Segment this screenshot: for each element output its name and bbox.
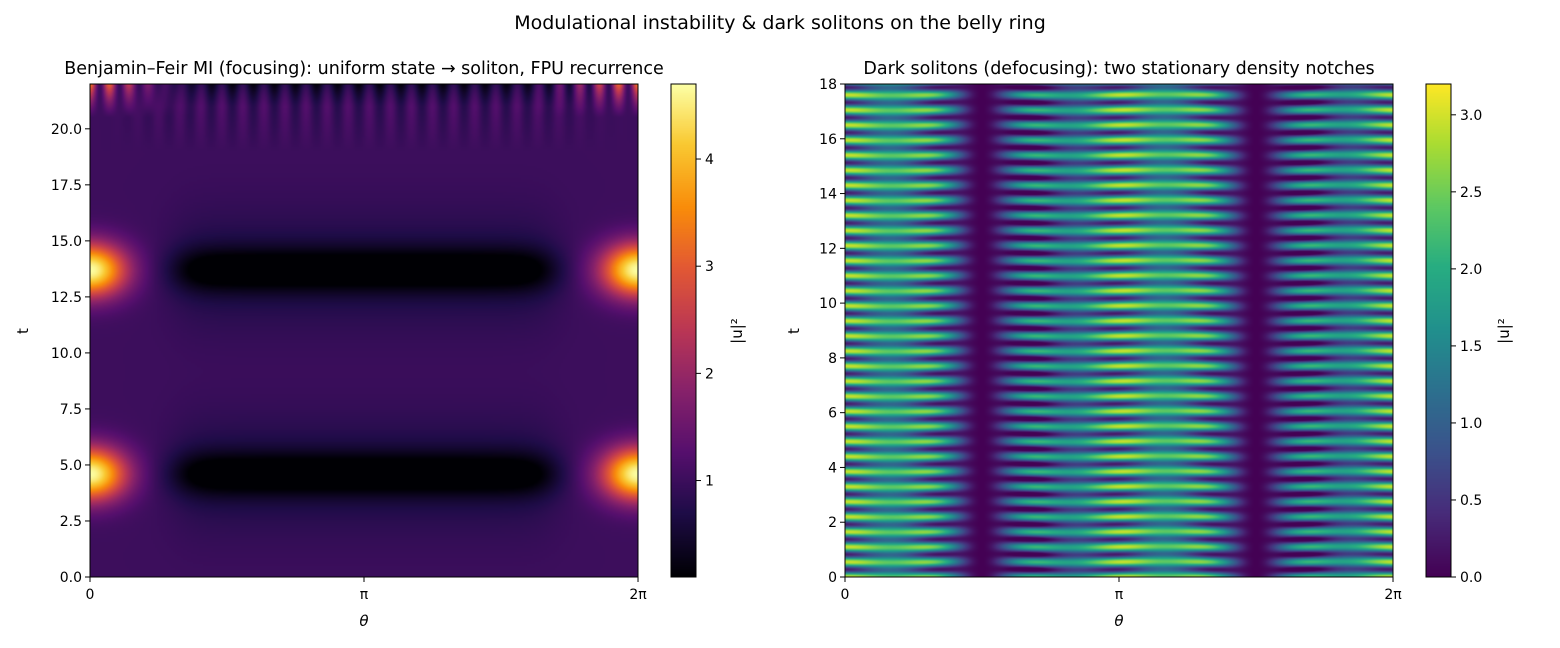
left-y-tick-label: 0.0 bbox=[60, 570, 82, 586]
right-x-tick-label: 2π bbox=[1384, 587, 1402, 603]
left-heatmap-image bbox=[90, 84, 638, 577]
left-y-tick-label: 12.5 bbox=[51, 290, 82, 306]
right-y-tick-label: 6 bbox=[828, 406, 837, 422]
left-colorbar-image bbox=[671, 84, 696, 577]
left-colorbar-tick-label: 3 bbox=[705, 259, 714, 275]
right-colorbar-tick-label: 1.5 bbox=[1460, 339, 1482, 355]
left-colorbar-tick-label: 1 bbox=[705, 474, 714, 490]
right-x-tick-label: π bbox=[1115, 587, 1124, 603]
right-colorbar-image bbox=[1426, 84, 1451, 577]
left-colorbar-tick-label: 2 bbox=[705, 366, 714, 382]
right-colorbar-label: |u|² bbox=[1495, 318, 1513, 344]
right-y-axis: 0 2 4 6 8 10 12 14 16 18 bbox=[819, 77, 845, 586]
left-colorbar-frame bbox=[670, 83, 697, 578]
left-y-tick-label: 15.0 bbox=[51, 234, 82, 250]
right-y-tick-label: 0 bbox=[828, 570, 837, 586]
right-colorbar-tick-label: 0.5 bbox=[1460, 493, 1482, 509]
right-panel-title: Dark solitons (defocusing): two stationa… bbox=[863, 59, 1374, 79]
left-y-tick-label: 7.5 bbox=[60, 402, 82, 418]
left-x-tick-label: 0 bbox=[86, 587, 95, 603]
left-y-tick-label: 17.5 bbox=[51, 178, 82, 194]
right-panel: Dark solitons (defocusing): two stationa… bbox=[785, 59, 1513, 630]
right-y-tick-label: 4 bbox=[828, 460, 837, 476]
right-colorbar-tick-label: 2.5 bbox=[1460, 185, 1482, 201]
left-panel: Benjamin–Feir MI (focusing): uniform sta… bbox=[14, 59, 746, 630]
left-y-axis-label: t bbox=[14, 328, 32, 334]
right-y-tick-label: 8 bbox=[828, 351, 837, 367]
right-y-tick-label: 18 bbox=[819, 77, 837, 93]
right-colorbar-tick-label: 2.0 bbox=[1460, 262, 1482, 278]
right-colorbar-tick-label: 1.0 bbox=[1460, 416, 1482, 432]
left-x-axis-label: θ bbox=[359, 612, 368, 630]
right-x-axis-label: θ bbox=[1114, 612, 1123, 630]
left-colorbar-label: |u|² bbox=[728, 318, 746, 344]
right-y-tick-label: 16 bbox=[819, 132, 837, 148]
left-y-tick-label: 5.0 bbox=[60, 458, 82, 474]
right-y-axis-label: t bbox=[785, 328, 803, 334]
right-y-tick-label: 14 bbox=[819, 187, 837, 203]
left-x-tick-label: π bbox=[360, 587, 369, 603]
right-y-tick-label: 10 bbox=[819, 296, 837, 312]
left-colorbar-axis: 1 2 3 4 bbox=[696, 152, 714, 490]
left-colorbar-tick-label: 4 bbox=[705, 152, 714, 168]
right-x-tick-label: 0 bbox=[841, 587, 850, 603]
left-y-tick-label: 2.5 bbox=[60, 514, 82, 530]
right-colorbar-tick-label: 0.0 bbox=[1460, 570, 1482, 586]
figure-suptitle: Modulational instability & dark solitons… bbox=[514, 12, 1046, 34]
right-heatmap-image bbox=[845, 84, 1393, 577]
left-x-tick-label: 2π bbox=[629, 587, 647, 603]
left-panel-title: Benjamin–Feir MI (focusing): uniform sta… bbox=[64, 59, 663, 79]
right-x-axis: 0 π 2π bbox=[841, 577, 1402, 603]
right-y-tick-label: 2 bbox=[828, 515, 837, 531]
left-y-tick-label: 10.0 bbox=[51, 346, 82, 362]
left-y-tick-label: 20.0 bbox=[51, 122, 82, 138]
right-colorbar-frame bbox=[1425, 83, 1452, 578]
left-y-axis: 0.0 2.5 5.0 7.5 10.0 12.5 15.0 17.5 20.0 bbox=[51, 122, 90, 586]
right-colorbar-tick-label: 3.0 bbox=[1460, 108, 1482, 124]
right-y-tick-label: 12 bbox=[819, 241, 837, 257]
left-x-axis: 0 π 2π bbox=[86, 577, 647, 603]
right-colorbar-axis: 0.0 0.5 1.0 1.5 2.0 2.5 3.0 bbox=[1451, 108, 1482, 586]
